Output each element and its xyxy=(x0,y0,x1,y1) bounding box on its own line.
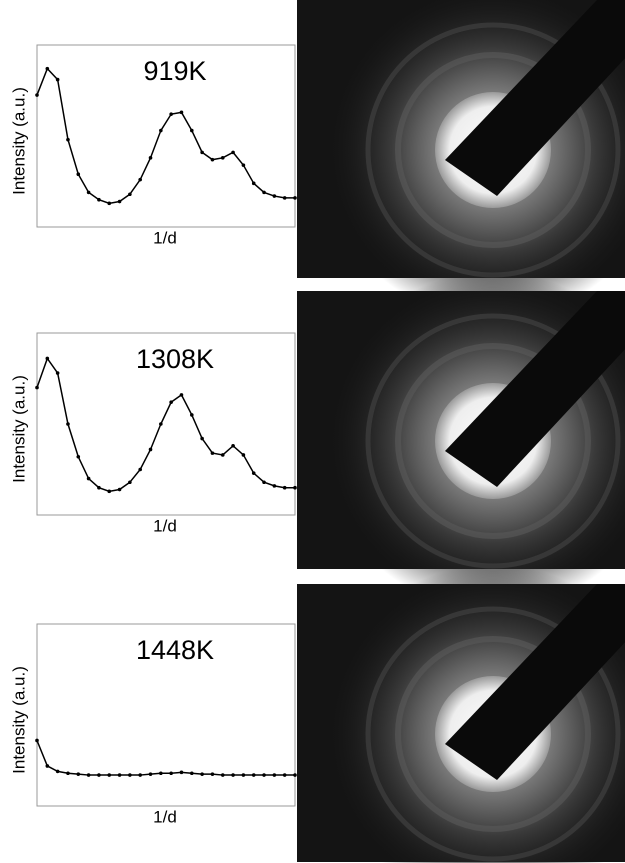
data-point xyxy=(220,773,225,777)
data-point xyxy=(262,190,266,195)
data-point xyxy=(35,738,39,743)
plot-frame xyxy=(36,623,296,807)
data-point xyxy=(220,453,225,457)
diffraction-image xyxy=(297,564,625,863)
plot-frame xyxy=(36,44,296,228)
diffraction-image xyxy=(297,271,625,611)
data-point xyxy=(293,196,297,200)
data-point xyxy=(55,77,60,82)
data-point xyxy=(148,772,153,776)
data-point xyxy=(66,771,70,776)
data-point xyxy=(107,773,112,777)
data-point xyxy=(231,773,235,777)
data-point xyxy=(76,772,81,776)
data-point xyxy=(86,190,91,195)
y-axis-label: Intensity (a.u.) xyxy=(9,87,28,195)
data-point xyxy=(35,385,39,390)
data-point xyxy=(272,484,277,488)
curve xyxy=(36,740,295,776)
data-point xyxy=(159,771,163,776)
data-point xyxy=(231,150,235,155)
data-point xyxy=(97,485,101,490)
data-point xyxy=(86,773,91,777)
data-point xyxy=(107,201,112,206)
data-point xyxy=(76,172,81,177)
data-point xyxy=(282,485,287,490)
data-point xyxy=(220,156,225,160)
data-point xyxy=(138,177,142,182)
panel-title: 1308K xyxy=(136,344,214,374)
x-axis-label: 1/d xyxy=(153,807,177,826)
data-point xyxy=(262,480,266,485)
data-point xyxy=(45,66,50,71)
data-point xyxy=(190,128,194,133)
data-point xyxy=(45,356,50,361)
data-point xyxy=(179,110,184,115)
plot-frame xyxy=(36,332,296,516)
data-point xyxy=(117,487,122,492)
data-point xyxy=(128,773,132,777)
data-point xyxy=(272,194,277,198)
data-point xyxy=(190,771,194,776)
data-point xyxy=(55,371,60,375)
data-point xyxy=(179,770,184,775)
data-point xyxy=(128,192,132,197)
data-point xyxy=(210,157,215,162)
data-point xyxy=(251,181,256,186)
data-point xyxy=(159,128,163,133)
data-point xyxy=(293,485,297,490)
data-point xyxy=(76,454,81,459)
curve xyxy=(36,67,295,205)
data-point xyxy=(169,112,173,116)
data-point xyxy=(148,156,153,160)
data-point xyxy=(138,773,142,777)
data-point xyxy=(45,764,50,768)
data-point xyxy=(200,436,204,441)
data-point xyxy=(251,471,256,475)
data-point xyxy=(262,773,266,777)
data-point xyxy=(55,769,60,774)
data-point xyxy=(66,137,70,142)
data-point xyxy=(210,451,215,455)
data-point xyxy=(241,453,246,457)
data-point xyxy=(169,400,173,404)
data-point xyxy=(66,422,70,426)
x-axis-label: 1/d xyxy=(153,516,177,535)
x-axis-label: 1/d xyxy=(153,228,177,247)
diffraction-image xyxy=(297,0,625,320)
data-point xyxy=(117,773,122,777)
data-point xyxy=(117,199,122,204)
data-point xyxy=(241,773,246,777)
panel-title: 1448K xyxy=(136,635,214,665)
data-point xyxy=(200,150,204,155)
data-point xyxy=(179,393,184,397)
data-point xyxy=(169,771,173,776)
y-axis-label: Intensity (a.u.) xyxy=(9,375,28,483)
data-point xyxy=(210,772,215,776)
data-point xyxy=(231,444,235,448)
data-point xyxy=(159,422,163,426)
data-point xyxy=(35,93,39,97)
data-point xyxy=(128,480,132,485)
y-axis-label: Intensity (a.u.) xyxy=(9,666,28,774)
data-point xyxy=(107,489,112,494)
data-point xyxy=(97,773,101,777)
data-point xyxy=(86,476,91,481)
data-point xyxy=(148,447,153,452)
data-point xyxy=(138,467,142,472)
data-point xyxy=(282,773,287,777)
data-point xyxy=(241,163,246,167)
data-point xyxy=(272,773,277,777)
data-point xyxy=(251,773,256,777)
data-point xyxy=(293,773,297,777)
panel-title: 919K xyxy=(143,56,206,86)
data-point xyxy=(190,413,194,417)
data-point xyxy=(97,197,101,202)
data-point xyxy=(282,196,287,200)
data-point xyxy=(200,772,204,776)
curve xyxy=(36,356,295,493)
